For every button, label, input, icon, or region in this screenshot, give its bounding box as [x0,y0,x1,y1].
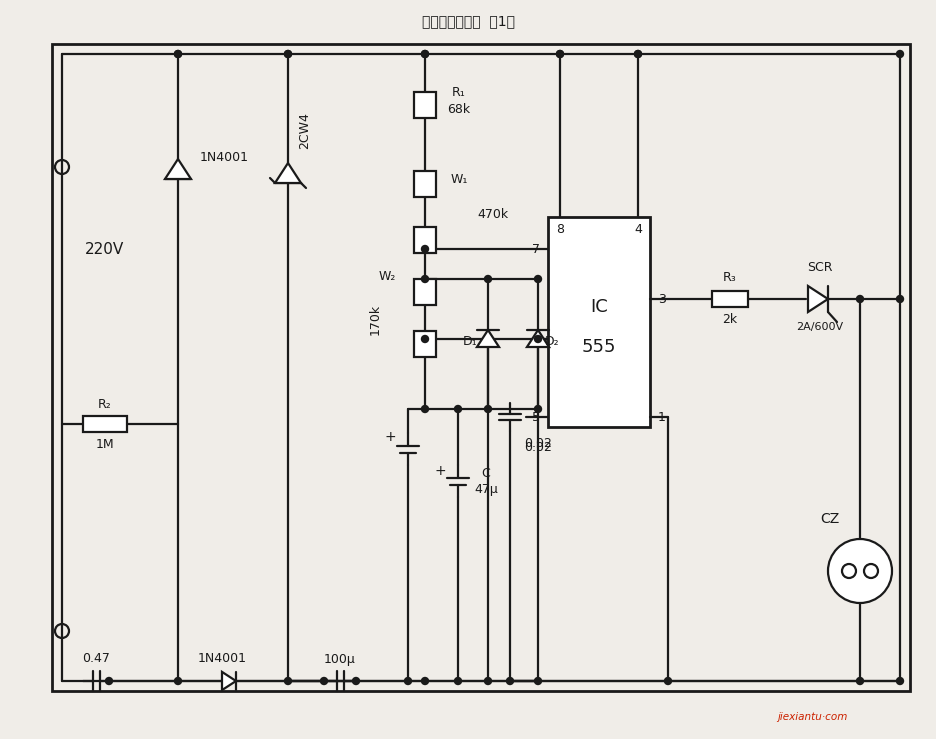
Circle shape [421,336,428,342]
Circle shape [896,678,902,684]
Circle shape [421,678,428,684]
Text: R₂: R₂ [98,398,111,410]
Text: 1N4001: 1N4001 [199,151,248,163]
Text: jiexiantu·com: jiexiantu·com [776,712,846,722]
Text: 3: 3 [657,293,665,305]
Text: 5: 5 [532,410,539,423]
Bar [51,44,909,691]
Bar [414,171,435,197]
Text: 0.02: 0.02 [523,440,551,454]
Text: 170k: 170k [368,304,381,335]
Text: IC: IC [590,299,607,316]
Circle shape [174,50,182,58]
Circle shape [106,678,112,684]
Text: 555: 555 [581,338,616,356]
Circle shape [634,50,641,58]
Circle shape [174,678,182,684]
Text: D₂: D₂ [544,335,559,347]
Circle shape [534,276,541,282]
Circle shape [484,276,491,282]
Circle shape [421,276,428,282]
Bar [711,291,747,307]
Circle shape [421,50,428,58]
Text: R₁: R₁ [452,86,465,98]
Bar [414,92,435,118]
Text: D₁: D₁ [462,335,476,347]
Circle shape [896,50,902,58]
Circle shape [556,50,563,58]
Text: 7: 7 [532,242,539,256]
Text: C: C [481,466,490,480]
Circle shape [856,296,863,302]
Circle shape [352,678,359,684]
Text: 47μ: 47μ [474,483,497,496]
Text: 68k: 68k [447,103,470,115]
Text: 100μ: 100μ [324,653,356,666]
Circle shape [404,678,411,684]
Bar [414,279,435,305]
Text: 2k: 2k [722,313,737,325]
Bar [414,331,435,357]
Circle shape [421,50,428,58]
Bar [83,416,127,432]
Polygon shape [222,672,236,690]
Circle shape [634,50,641,58]
Bar [414,227,435,253]
Text: +: + [384,430,395,444]
Text: 1M: 1M [95,437,114,451]
Circle shape [421,245,428,253]
Polygon shape [274,163,300,183]
Text: 0.47: 0.47 [82,653,110,666]
Polygon shape [526,330,548,347]
Polygon shape [165,159,191,179]
Circle shape [534,406,541,412]
Text: W₂: W₂ [378,270,395,282]
Circle shape [506,678,513,684]
Polygon shape [807,286,827,312]
Text: SCR: SCR [807,261,832,273]
Bar [548,217,650,427]
Text: 2A/600V: 2A/600V [796,322,842,332]
Circle shape [534,678,541,684]
Text: +: + [433,464,446,478]
Circle shape [320,678,328,684]
Circle shape [285,678,291,684]
Text: CZ: CZ [820,512,839,526]
Text: 6: 6 [532,333,539,346]
Text: 220V: 220V [84,242,124,256]
Text: 4: 4 [634,222,641,236]
Circle shape [827,539,891,603]
Text: 1: 1 [657,410,665,423]
Text: 2CW4: 2CW4 [298,112,311,149]
Circle shape [856,678,863,684]
Circle shape [556,50,563,58]
Circle shape [421,406,428,412]
Text: 电风扇阵风电路  第1张: 电风扇阵风电路 第1张 [421,14,514,28]
Text: 8: 8 [555,222,563,236]
Polygon shape [476,330,499,347]
Circle shape [454,678,461,684]
Circle shape [664,678,671,684]
Circle shape [285,50,291,58]
Text: 1N4001: 1N4001 [197,653,246,666]
Circle shape [534,336,541,342]
Circle shape [484,406,491,412]
Text: W₁: W₁ [450,172,467,185]
Circle shape [285,50,291,58]
Text: 470k: 470k [477,208,508,220]
Text: R₃: R₃ [723,270,736,284]
Circle shape [896,296,902,302]
Text: 0.02: 0.02 [523,437,551,449]
Circle shape [454,406,461,412]
Circle shape [174,50,182,58]
Circle shape [484,678,491,684]
